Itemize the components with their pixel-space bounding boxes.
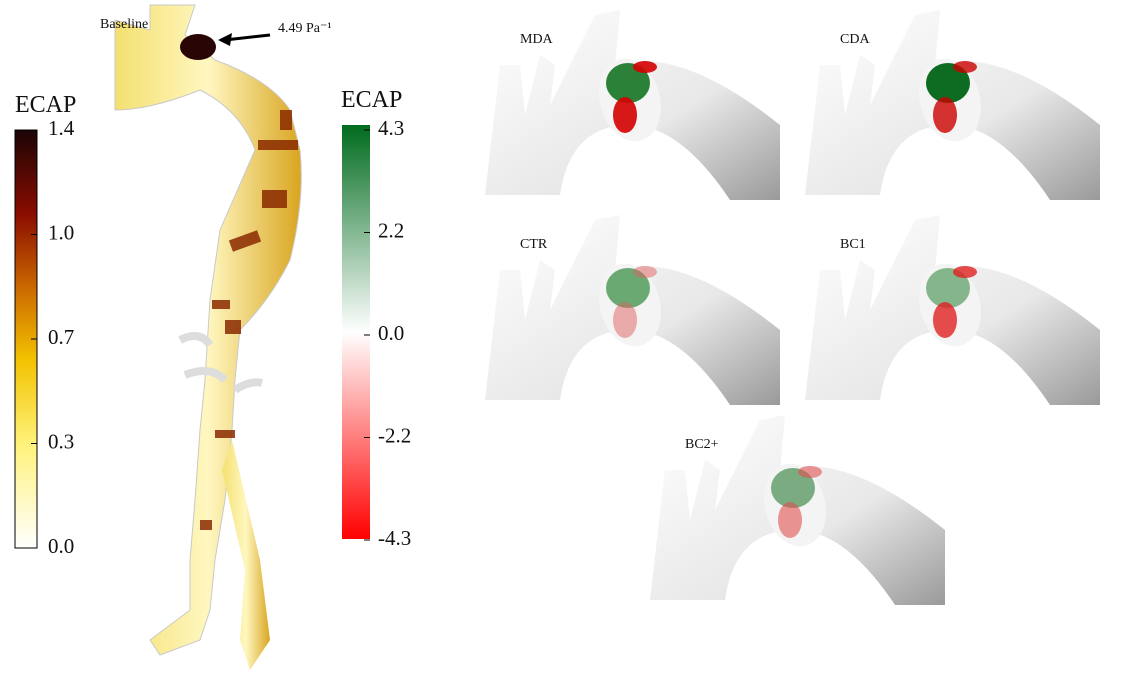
patch-green [926, 63, 970, 103]
aorta-panel: BC1 [805, 215, 1100, 405]
patch-green [771, 468, 815, 508]
aorta-panel: CDA [805, 10, 1100, 200]
panel-label: BC2+ [685, 437, 719, 452]
colorbar-tick-label: 0.0 [48, 534, 74, 558]
patch-green [606, 63, 650, 103]
colorbar-tick-label: 0.0 [378, 321, 404, 345]
panel-label: MDA [520, 32, 554, 47]
panel-label: CDA [840, 32, 870, 47]
colorbar-tick-label: -2.2 [378, 423, 411, 447]
patch-red [933, 97, 957, 133]
patch-red [798, 466, 822, 478]
panel-label: BC1 [840, 237, 866, 252]
baseline-aorta [114, 4, 302, 670]
colorbar-tick-label: 1.4 [48, 116, 75, 140]
patch-green [926, 268, 970, 308]
arrow-head [218, 33, 232, 46]
patch-red [953, 266, 977, 278]
colorbar [342, 125, 370, 539]
annotation-arrow [224, 33, 271, 42]
baseline-annotation: 4.49 Pa⁻¹ [278, 21, 332, 36]
patch-red [778, 502, 802, 538]
colorbar-tick-label: 0.3 [48, 429, 74, 453]
patch-red [613, 302, 637, 338]
colorbar-title: ECAP [341, 87, 402, 113]
patch-red [933, 302, 957, 338]
patch-red [953, 61, 977, 73]
aorta-panel: MDA [485, 10, 780, 200]
aorta-panel: BC2+ [650, 415, 945, 605]
colorbar-tick-label: 4.3 [378, 116, 404, 140]
colorbar-tick-label: 0.7 [48, 325, 74, 349]
colorbar-tick-label: 2.2 [378, 218, 404, 242]
colorbar-title: ECAP [15, 92, 76, 118]
colorbar-tick-label: -4.3 [378, 526, 411, 550]
patch-green [606, 268, 650, 308]
aorta-panel: CTR [485, 215, 780, 405]
patch-red [613, 97, 637, 133]
patch-red [633, 61, 657, 73]
patch-red [633, 266, 657, 278]
baseline-label: Baseline [100, 17, 148, 32]
panel-label: CTR [520, 237, 548, 252]
colorbar-tick-label: 1.0 [48, 220, 74, 244]
